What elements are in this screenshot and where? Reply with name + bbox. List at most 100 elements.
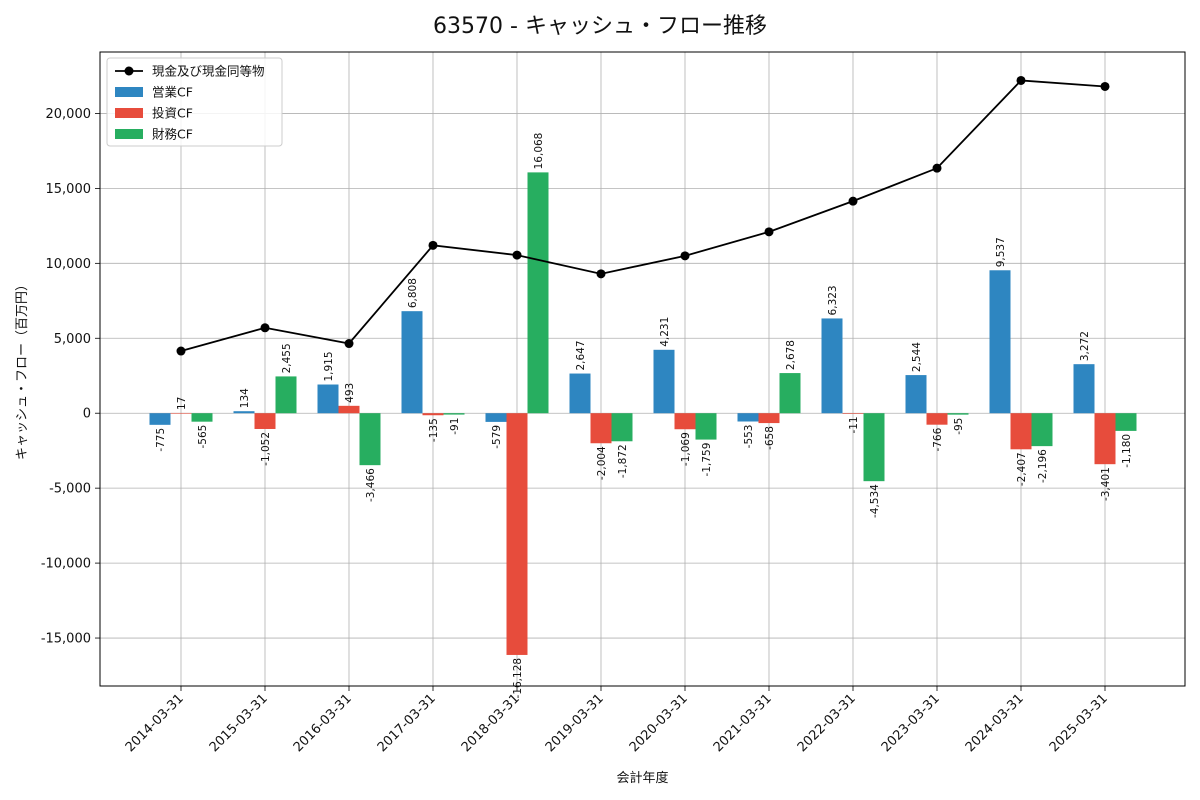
bar-value-label: -1,872 <box>617 444 629 478</box>
y-tick-label: 15,000 <box>46 182 92 197</box>
chart-title: 63570 - キャッシュ・フロー推移 <box>433 14 767 39</box>
bar-investing <box>506 413 528 655</box>
bar-value-label: -135 <box>428 418 440 442</box>
x-tick-label: 2022-03-31 <box>795 691 859 755</box>
bar-value-label: -95 <box>953 418 965 435</box>
bar-value-label: -775 <box>155 428 167 452</box>
bar-operating <box>401 311 423 414</box>
bar-financing <box>779 373 801 414</box>
x-tick-label: 2021-03-31 <box>711 691 775 755</box>
bar-value-label: -2,004 <box>596 446 608 480</box>
bar-value-label: -2,407 <box>1016 452 1028 486</box>
bar-financing <box>191 413 213 422</box>
bar-operating <box>653 349 675 414</box>
y-tick-label: 10,000 <box>46 257 92 272</box>
bar-operating <box>821 318 843 414</box>
legend-box <box>106 57 283 147</box>
bar-financing <box>275 376 297 414</box>
y-tick-label: 0 <box>83 407 91 422</box>
bar-financing <box>527 172 549 414</box>
bar-value-label: -579 <box>491 425 503 449</box>
y-axis-label: キャッシュ・フロー（百万円） <box>15 278 30 460</box>
y-tick-label: 5,000 <box>54 332 91 347</box>
cash-point <box>428 240 438 250</box>
bar-value-label: 2,678 <box>785 340 797 370</box>
cash-point <box>260 323 270 333</box>
bar-value-label: 493 <box>344 383 356 403</box>
bar-value-label: -1,180 <box>1121 434 1133 468</box>
cash-point <box>1016 75 1026 85</box>
cash-point <box>1100 81 1110 91</box>
cash-point <box>932 163 942 173</box>
bar-value-label: -1,069 <box>680 432 692 466</box>
legend-marker <box>124 66 134 76</box>
bar-value-label: -658 <box>764 426 776 450</box>
bar-financing <box>947 413 969 415</box>
cash-point <box>680 251 690 261</box>
x-tick-label: 2019-03-31 <box>543 691 607 755</box>
bar-value-label: -3,466 <box>365 468 377 502</box>
cash-point <box>512 250 522 260</box>
bar-value-label: 6,323 <box>827 285 839 315</box>
legend-entry: 現金及び現金同等物 <box>152 64 265 79</box>
bar-operating <box>485 413 507 422</box>
bar-value-label: -553 <box>743 425 755 449</box>
bar-value-label: -2,196 <box>1037 449 1049 483</box>
bar-value-label: 2,647 <box>575 340 587 370</box>
bar-investing <box>926 413 948 425</box>
cash-point <box>596 269 606 279</box>
bar-value-label: 6,808 <box>407 278 419 308</box>
bar-investing <box>1010 413 1032 450</box>
x-tick-label: 2023-03-31 <box>879 691 943 755</box>
bar-financing <box>611 413 633 442</box>
x-tick-label: 2018-03-31 <box>459 691 523 755</box>
y-tick-label: -15,000 <box>41 632 91 647</box>
cash-point <box>848 196 858 206</box>
bar-operating <box>1073 364 1095 414</box>
bar-operating <box>233 411 255 414</box>
cash-point <box>176 346 186 356</box>
bar-value-label: 4,231 <box>659 317 671 347</box>
bar-operating <box>569 373 591 414</box>
plot-frame <box>99 51 1186 687</box>
bar-value-label: -16,128 <box>512 658 524 699</box>
bar-investing <box>338 405 360 414</box>
x-tick-label: 2024-03-31 <box>963 691 1027 755</box>
bar-value-label: -1,759 <box>701 443 713 477</box>
bar-operating <box>149 413 171 425</box>
cash-line <box>180 79 1106 352</box>
bar-operating <box>905 375 927 414</box>
bar-investing <box>590 413 612 444</box>
bar-investing <box>758 413 780 424</box>
legend-bar-swatch <box>115 87 143 97</box>
bar-investing <box>422 413 444 416</box>
y-tick-label: -10,000 <box>41 557 91 572</box>
bar-value-label: 2,544 <box>911 342 923 372</box>
bar-value-label: -4,534 <box>869 484 881 518</box>
bar-investing <box>842 413 864 414</box>
bar-value-label: -11 <box>848 416 860 433</box>
bar-value-label: 17 <box>176 397 188 410</box>
bar-value-label: 16,068 <box>533 133 545 170</box>
x-tick-label: 2025-03-31 <box>1047 691 1111 755</box>
bar-financing <box>695 413 717 440</box>
legend-bar-swatch <box>115 108 143 118</box>
x-tick-label: 2016-03-31 <box>291 691 355 755</box>
bar-value-label: -766 <box>932 427 944 451</box>
legend-entry: 財務CF <box>152 127 193 142</box>
bar-investing <box>674 413 696 430</box>
x-tick-label: 2015-03-31 <box>207 691 271 755</box>
bar-financing <box>443 413 465 415</box>
bar-value-label: 9,537 <box>995 237 1007 267</box>
bar-value-label: 3,272 <box>1079 331 1091 361</box>
bar-financing <box>359 413 381 466</box>
bar-value-label: 1,915 <box>323 351 335 381</box>
y-tick-label: 20,000 <box>46 107 92 122</box>
bar-value-label: 134 <box>239 388 251 408</box>
bar-operating <box>737 413 759 422</box>
legend-entry: 営業CF <box>152 85 193 100</box>
x-tick-label: 2020-03-31 <box>627 691 691 755</box>
bar-value-label: -1,052 <box>260 432 272 466</box>
